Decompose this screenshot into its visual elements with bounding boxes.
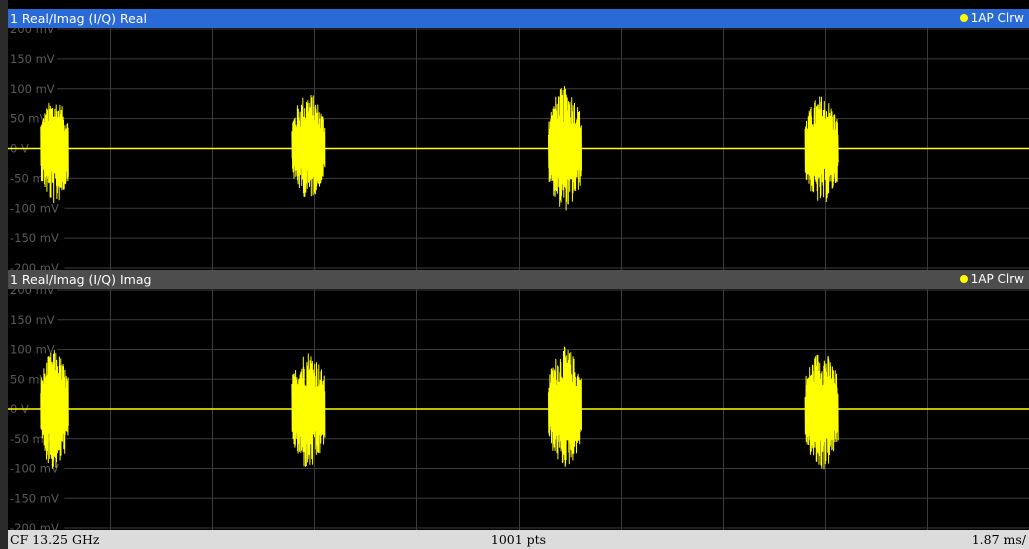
imag-trace-label: 1AP Clrw — [970, 272, 1024, 286]
real-pane[interactable]: 1 Real/Imag (I/Q) Real 1AP Clrw 200 mV 15… — [8, 9, 1029, 270]
y-tick-label: -100 mV — [10, 462, 59, 476]
y-tick-label: -100 mV — [10, 201, 59, 215]
trace-dot-icon — [959, 14, 968, 22]
trace-dot-icon — [959, 275, 968, 283]
y-tick-label: 100 mV — [10, 82, 55, 96]
y-tick-label: -200 mV — [10, 261, 59, 270]
y-tick-label: 200 mV — [10, 289, 55, 297]
status-footer: CF 13.25 GHz 1001 pts 1.87 ms/ — [8, 530, 1029, 549]
y-tick-label: 150 mV — [10, 313, 55, 327]
imag-pane[interactable]: 1 Real/Imag (I/Q) Imag 1AP Clrw 200 mV 15… — [8, 270, 1029, 530]
y-tick-label: -150 mV — [10, 231, 59, 245]
burst-2 — [291, 94, 326, 198]
real-pane-title: 1 Real/Imag (I/Q) Real — [10, 11, 147, 26]
y-tick-label: 50 mV — [10, 112, 47, 126]
y-tick-label: 50 mV — [10, 372, 47, 386]
imag-pane-header[interactable]: 1 Real/Imag (I/Q) Imag 1AP Clrw — [8, 270, 1029, 289]
sweep-points: 1001 pts — [490, 532, 547, 547]
real-trace-label: 1AP Clrw — [970, 11, 1024, 25]
imag-trace-legend[interactable]: 1AP Clrw — [959, 270, 1024, 289]
y-tick-label: -200 mV — [10, 521, 59, 530]
y-tick-label: -150 mV — [10, 491, 59, 505]
y-tick-label: 100 mV — [10, 343, 55, 357]
real-pane-header[interactable]: 1 Real/Imag (I/Q) Real 1AP Clrw — [8, 9, 1029, 28]
time-per-division: 1.87 ms/ — [971, 532, 1026, 547]
y-tick-label: 200 mV — [10, 28, 55, 36]
burst-3 — [548, 346, 582, 467]
real-trace-legend[interactable]: 1AP Clrw — [959, 9, 1024, 28]
burst-2 — [291, 353, 326, 467]
left-stripe — [0, 0, 8, 549]
burst-3 — [548, 86, 582, 211]
y-tick-label: -50 mV — [10, 432, 52, 446]
burst-4 — [804, 96, 839, 203]
center-frequency: CF 13.25 GHz — [10, 532, 100, 547]
imag-pane-title: 1 Real/Imag (I/Q) Imag — [10, 272, 152, 287]
burst-1 — [40, 102, 69, 204]
burst-4 — [804, 354, 839, 470]
burst-1 — [40, 350, 69, 469]
y-tick-label: 150 mV — [10, 52, 55, 66]
